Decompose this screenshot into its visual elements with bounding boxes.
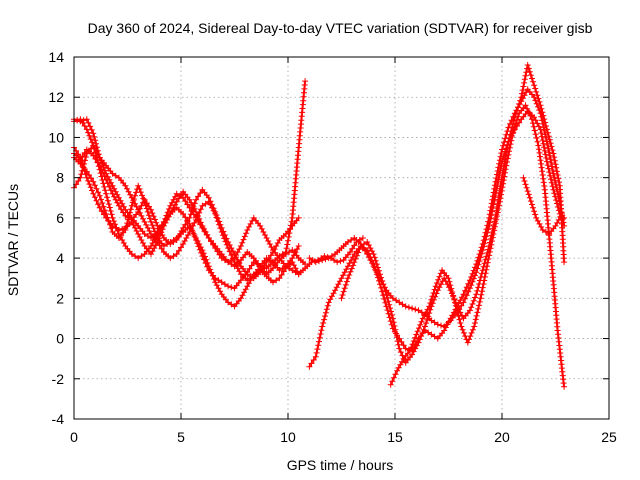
y-tick-label: -4 [52, 411, 65, 427]
x-tick-label: 0 [70, 429, 78, 445]
y-axis-label: SDTVAR / TECUs [5, 184, 21, 296]
chart-title: Day 360 of 2024, Sidereal Day-to-day VTE… [88, 20, 593, 36]
y-tick-label: 2 [56, 290, 64, 306]
y-tick-label: 14 [48, 49, 64, 65]
series-trace-11 [520, 174, 565, 237]
y-tick-label: -2 [52, 371, 65, 387]
data-series [71, 62, 568, 390]
y-tick-label: 4 [56, 250, 64, 266]
series-markers [387, 102, 568, 390]
y-axis: -4 -2 0 2 4 6 8 10 12 14 [48, 49, 609, 427]
y-tick-label: 0 [56, 331, 64, 347]
y-tick-label: 10 [48, 129, 64, 145]
series-trace-10 [387, 102, 568, 390]
x-tick-label: 25 [601, 429, 617, 445]
y-tick-label: 8 [56, 170, 64, 186]
x-axis: 0 5 10 15 20 25 [70, 57, 617, 445]
x-tick-label: 15 [387, 429, 403, 445]
y-tick-label: 6 [56, 210, 64, 226]
x-tick-label: 5 [177, 429, 185, 445]
x-axis-label: GPS time / hours [287, 457, 394, 473]
plot-frame [73, 56, 610, 420]
x-tick-label: 20 [494, 429, 510, 445]
series-trace-line [73, 148, 300, 280]
y-tick-label: 12 [48, 89, 64, 105]
x-tick-label: 10 [280, 429, 296, 445]
series-markers [520, 174, 565, 237]
